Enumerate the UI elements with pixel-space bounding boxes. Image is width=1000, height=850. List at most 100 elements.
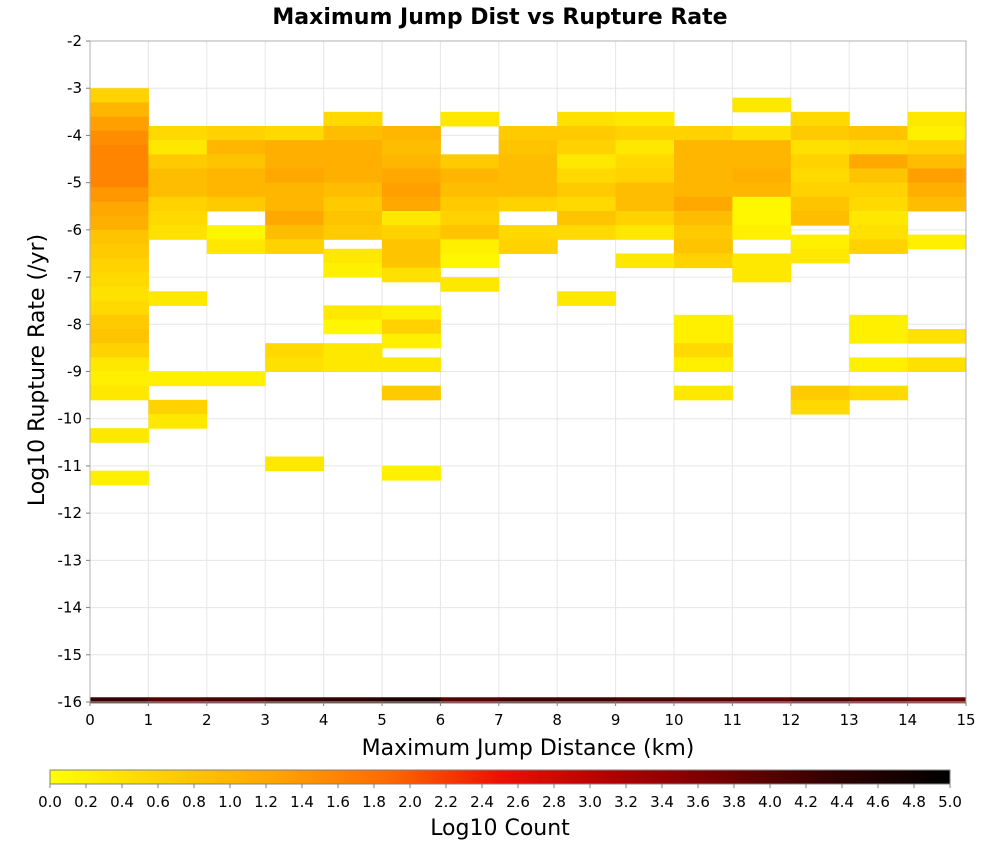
heatmap-cell [732,225,792,240]
x-tick-label: 5 [377,711,387,729]
heatmap-cell [907,111,967,127]
heatmap-cell [148,168,208,184]
heatmap-cell [790,234,850,250]
heatmap-cell [615,111,675,127]
colorbar-tick-label: 2.6 [506,793,530,811]
heatmap-cell [90,385,149,401]
heatmap-cell [790,182,850,198]
heatmap-cell [732,210,792,226]
colorbar-tick-label: 2.8 [542,793,566,811]
colorbar-tick-label: 4.4 [830,793,854,811]
x-axis-label: Maximum Jump Distance (km) [362,736,695,761]
y-tick-label: -5 [67,174,82,192]
heatmap-cell [90,300,149,316]
heatmap-cell [90,229,149,245]
y-tick-label: -13 [58,551,83,569]
heatmap-cell [498,140,558,155]
heatmap-cell [790,210,850,226]
heatmap-cell [382,168,441,184]
heatmap-cell [90,357,149,372]
x-tick-label: 3 [260,711,270,729]
heatmap-cell [265,456,325,472]
heatmap-cell [557,225,617,240]
x-tick-label: 4 [319,711,329,729]
colorbar-tick-label: 2.4 [470,793,494,811]
heatmap-cell [382,267,441,283]
colorbar-tick-label: 1.0 [218,793,242,811]
heatmap-cell [382,319,441,335]
heatmap-cell [382,154,441,169]
heatmap-cell [790,111,850,127]
heatmap-cell [907,329,967,344]
heatmap-cell [440,111,500,127]
heatmap-cell [323,210,383,226]
heatmap-cell [790,154,850,169]
heatmap-cell [90,470,149,486]
heatmap-cell-bottom [440,697,500,704]
heatmap-cell [323,262,383,278]
heatmap-cell [498,182,558,198]
heatmap-cell [440,196,500,212]
colorbar-tick-label: 0.4 [110,793,134,811]
y-tick-label: -3 [67,79,82,97]
heatmap-cell [323,343,383,358]
colorbar-tick-label: 3.2 [614,793,638,811]
colorbar-tick-label: 4.0 [758,793,782,811]
colorbar-tick-label: 0.2 [74,793,98,811]
heatmap-cell [615,154,675,169]
heatmap-cell [90,102,149,118]
heatmap-cell [674,329,733,344]
colorbar-ticks: 0.0 0.2 0.4 0.6 0.8 1.0 1.2 1.4 1.6 1.8 2.0 2.2 2.4 2… [38,784,962,811]
heatmap-cell [148,196,208,212]
y-tick-label: -16 [58,693,83,711]
heatmap-cell [674,140,733,155]
heatmap-cell [265,357,325,372]
heatmap-cell [90,258,149,273]
heatmap-cell [323,319,383,335]
heatmap-cell [206,239,266,254]
heatmap-cell [849,225,909,240]
heatmap-cell [265,225,325,240]
heatmap-cell [615,140,675,155]
heatmap-cell [790,248,850,264]
heatmap-cell [90,130,149,146]
y-tick-label: -15 [58,646,83,664]
heatmap-cell-bottom [674,697,733,704]
heatmap-cell [498,196,558,212]
heatmap-cell [732,97,792,113]
x-tick-label: 1 [144,711,154,729]
heatmap-cell [732,196,792,212]
heatmap-cell [557,154,617,169]
heatmap-cell [206,140,266,155]
heatmap-cell [907,154,967,169]
heatmap-cell [323,248,383,264]
heatmap-cell [674,225,733,240]
heatmap-cell [849,182,909,198]
heatmap-cell-bottom [382,697,441,704]
heatmap-cell [440,225,500,240]
heatmap-cell [849,196,909,212]
colorbar-tick-label: 1.2 [254,793,278,811]
x-tick-label: 7 [494,711,504,729]
heatmap-cell-bottom [557,697,617,704]
heatmap-cell-bottom [206,697,266,704]
heatmap-cell [382,333,441,349]
heatmap-cell [849,210,909,226]
heatmap-cell [498,154,558,169]
heatmap-cell [265,154,325,169]
heatmap-cell [265,210,325,226]
x-tick-label: 9 [611,711,621,729]
colorbar-tick-label: 4.8 [902,793,926,811]
heatmap-cell [674,182,733,198]
heatmap-cell [849,140,909,155]
heatmap-cell [148,399,208,415]
heatmap-cell-bottom [790,697,850,704]
y-tick-label: -9 [67,363,82,381]
x-tick-label: 11 [723,711,742,729]
heatmap-cell [323,168,383,184]
heatmap-cell [148,371,208,387]
heatmap-cell [148,291,208,306]
y-axis-label: Log10 Rupture Rate (/yr) [25,234,50,506]
heatmap-cell [440,239,500,254]
